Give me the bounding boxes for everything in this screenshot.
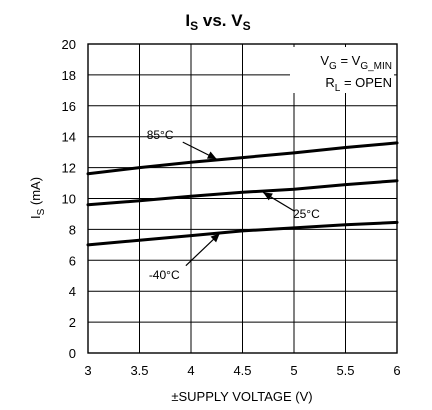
annotation-arrowhead	[206, 151, 217, 160]
y-tick-label: 18	[62, 68, 76, 83]
annotation-arrowhead	[263, 192, 273, 201]
y-tick-label: 4	[69, 284, 76, 299]
y-tick-label: 2	[69, 315, 76, 330]
annotation-label: 25°C	[293, 207, 320, 221]
series-line-85c	[86, 141, 399, 176]
x-axis-label: ±SUPPLY VOLTAGE (V)	[171, 389, 312, 404]
x-tick-label: 5.5	[336, 363, 354, 378]
tick-labels: 3 3.5 4 4.5 5 5.5 6 0 2 4 6 8 10 12 14 16 18 20	[62, 37, 401, 378]
conditions-box-bg	[290, 47, 394, 93]
annotations: 85°C 25°C -40°C	[147, 128, 320, 282]
x-tick-label: 6	[393, 363, 400, 378]
conditions-box: VG = VG_MIN RL = OPEN	[290, 47, 394, 94]
x-tick-label: 3.5	[130, 363, 148, 378]
x-tick-label: 5	[290, 363, 297, 378]
y-axis-label: IS (mA)	[28, 177, 47, 219]
annotation-label: -40°C	[149, 268, 180, 282]
plot-frame	[87, 43, 398, 354]
condition-gate-voltage: VG = VG_MIN	[320, 53, 392, 72]
series-line-40c	[86, 220, 399, 247]
series-lines	[86, 141, 399, 247]
annotation-arrowhead	[210, 233, 220, 243]
y-tick-label: 14	[62, 130, 76, 145]
y-tick-label: 16	[62, 99, 76, 114]
x-tick-label: 4	[187, 363, 194, 378]
x-tick-label: 4.5	[233, 363, 251, 378]
annotation-label: 85°C	[147, 128, 174, 142]
series-line-25c	[86, 179, 399, 207]
y-tick-label: 20	[62, 37, 76, 52]
y-tick-label: 6	[69, 253, 76, 268]
y-tick-label: 10	[62, 192, 76, 207]
chart-title: IS vs. VS	[185, 11, 250, 33]
y-tick-label: 12	[62, 161, 76, 176]
y-tick-label: 0	[69, 346, 76, 361]
y-tick-label: 8	[69, 222, 76, 237]
x-tick-label: 3	[84, 363, 91, 378]
condition-load: RL = OPEN	[325, 75, 392, 94]
